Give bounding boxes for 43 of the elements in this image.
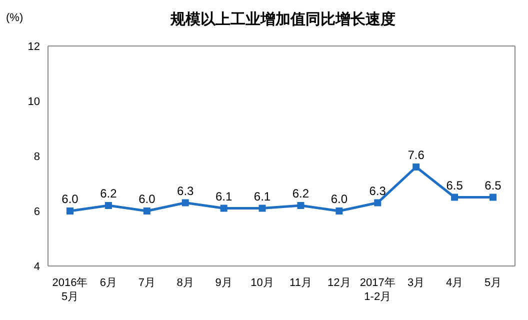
point [412, 164, 420, 170]
data-label: 6.2 [100, 186, 118, 200]
x-tick-label: 2017年 1-2月 [360, 277, 396, 303]
point [104, 202, 112, 209]
point [258, 204, 266, 212]
data-label: 7.6 [408, 148, 425, 162]
x-tick-label: 6月 [100, 277, 118, 289]
point [66, 208, 74, 214]
point [220, 204, 228, 212]
point [297, 202, 304, 209]
data-label: 6.5 [446, 178, 464, 192]
point [451, 194, 458, 201]
x-tick-label: 2016年 5月 [52, 277, 88, 303]
x-tick-label: 9月 [215, 277, 232, 289]
data-label: 6.5 [484, 178, 502, 192]
chart-title: 规模以上工业增加值同比增长速度 [169, 10, 396, 29]
data-label: 6.2 [292, 186, 310, 200]
data-label: 6.0 [138, 192, 156, 206]
data-label: 6.3 [177, 184, 194, 198]
y-tick-label: 4 [34, 260, 40, 273]
point [374, 199, 382, 206]
data-label: 6.1 [254, 189, 271, 204]
x-tick-label: 10月 [250, 277, 274, 289]
y-tick-label: 8 [34, 150, 40, 163]
y-tick-label: 10 [28, 96, 40, 108]
x-tick-label: 12月 [328, 277, 351, 289]
y-axis-title: (%) [6, 12, 24, 24]
y-tick-label: 12 [28, 40, 40, 53]
x-tick-label: 5月 [484, 277, 502, 289]
x-tick-label: 7月 [138, 277, 156, 289]
point [182, 199, 189, 206]
point [143, 208, 150, 214]
data-label: 6.0 [330, 192, 348, 206]
x-tick-label: 11月 [290, 277, 312, 289]
x-tick-label: 3月 [408, 277, 425, 289]
point [490, 194, 496, 201]
y-tick-label: 6 [34, 206, 40, 218]
data-label: 6.0 [62, 192, 79, 206]
x-tick-label: 8月 [176, 277, 194, 289]
data-label: 6.1 [215, 189, 232, 204]
data-label: 6.3 [369, 184, 386, 198]
point [336, 208, 343, 214]
x-tick-label: 4月 [446, 277, 464, 289]
